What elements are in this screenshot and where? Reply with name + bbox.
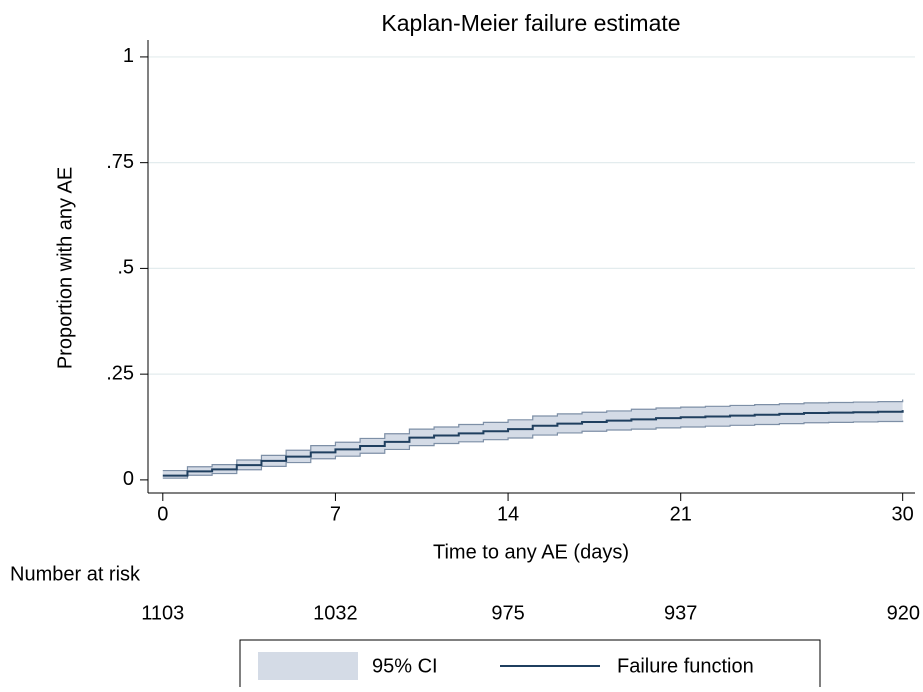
chart-title: Kaplan-Meier failure estimate [381, 10, 680, 36]
y-tick-label: .25 [106, 362, 134, 384]
x-tick-label: 0 [157, 503, 168, 525]
y-tick-label: 1 [123, 45, 134, 67]
y-axis-label: Proportion with any AE [54, 167, 76, 369]
x-tick-label: 30 [892, 503, 914, 525]
at-risk-value: 937 [664, 602, 697, 624]
legend-ci-swatch [258, 652, 358, 680]
at-risk-value: 1032 [313, 602, 358, 624]
at-risk-value: 920 [887, 602, 920, 624]
failure-line [162, 410, 904, 477]
at-risk-value: 975 [491, 602, 524, 624]
legend-label: Failure function [617, 655, 754, 677]
x-axis-label: Time to any AE (days) [433, 541, 629, 563]
at-risk-label: Number at risk [10, 563, 141, 585]
ci-lower [162, 420, 904, 479]
x-tick-label: 14 [497, 503, 519, 525]
ci-band [162, 399, 903, 479]
x-tick-label: 7 [330, 503, 341, 525]
y-tick-label: .5 [117, 257, 134, 279]
y-tick-label: .75 [106, 151, 134, 173]
ci-upper [162, 399, 904, 472]
at-risk-value: 1103 [141, 602, 184, 624]
legend-label: 95% CI [372, 655, 438, 677]
x-tick-label: 21 [670, 503, 692, 525]
y-tick-label: 0 [123, 468, 134, 490]
